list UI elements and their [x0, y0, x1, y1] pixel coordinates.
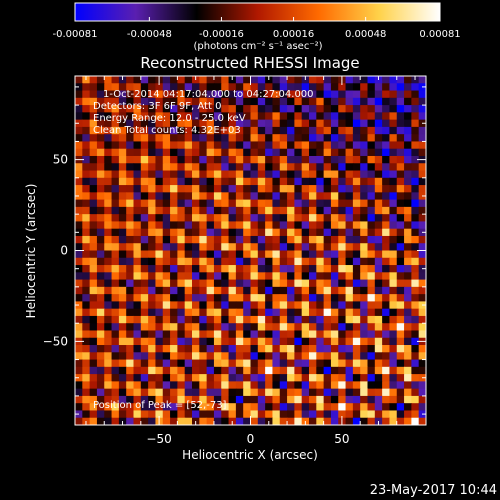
- footer-date: 23-May-2017 10:44: [370, 483, 497, 498]
- colorbar: [75, 3, 440, 21]
- x-tick-label: 50: [334, 432, 349, 446]
- annotation-counts: Clean Total counts: 4.32E+03: [93, 125, 241, 136]
- annotation-time: 1-Oct-2014 04:17:04.000 to 04:27:04.000: [103, 89, 314, 100]
- y-tick-label: −50: [43, 334, 68, 348]
- x-tick-label: 0: [247, 432, 255, 446]
- heatmap-image: [75, 76, 426, 425]
- colorbar-ticks: -0.00081 -0.00048 -0.00016 0.00016 0.00048 0.…: [53, 17, 461, 40]
- annotation-detectors: Detectors: 3F 6F 9F, Att 0: [93, 101, 221, 112]
- y-tick-label: 50: [53, 153, 68, 167]
- colorbar-tick-label: -0.00081: [53, 29, 98, 40]
- x-tick-label: −50: [146, 432, 171, 446]
- chart-title: Reconstructed RHESSI Image: [140, 54, 359, 72]
- colorbar-tick-label: 0.00081: [419, 29, 460, 40]
- y-axis-label: Heliocentric Y (arcsec): [24, 184, 38, 319]
- axis-ticks: −50 0 50 −50 0 50: [43, 76, 426, 446]
- colorbar-tick-label: 0.00016: [273, 29, 314, 40]
- colorbar-label: (photons cm⁻² s⁻¹ asec⁻²): [193, 41, 322, 52]
- x-axis-label: Heliocentric X (arcsec): [182, 448, 318, 462]
- colorbar-frame: [74, 2, 441, 22]
- annotation-block: 1-Oct-2014 04:17:04.000 to 04:27:04.000 …: [93, 89, 314, 136]
- colorbar-tick-label: 0.00048: [345, 29, 386, 40]
- colorbar-tick-label: -0.00048: [127, 29, 172, 40]
- colorbar-tick-label: -0.00016: [199, 29, 244, 40]
- peak-position-label: Position of Peak = [52,-73]: [93, 400, 227, 411]
- y-tick-label: 0: [60, 244, 68, 258]
- annotation-energy: Energy Range: 12.0 - 25.0 keV: [93, 113, 246, 124]
